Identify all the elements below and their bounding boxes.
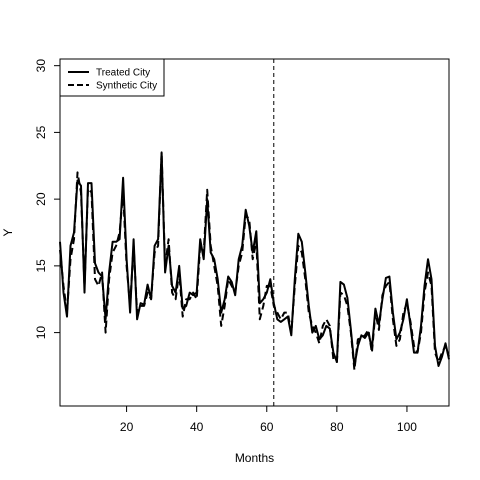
legend-label-treated: Treated City	[96, 68, 150, 79]
x-tick-label: 60	[260, 420, 274, 434]
series-layer	[59, 151, 450, 371]
legend: Treated City Synthetic City	[59, 58, 165, 97]
plot-frame	[59, 58, 450, 407]
y-tick-label: 25	[34, 125, 48, 139]
x-tick-label: 100	[397, 420, 417, 434]
x-tick-label: 20	[120, 420, 134, 434]
y-tick-label: 15	[34, 259, 48, 273]
x-tick-label: 40	[190, 420, 204, 434]
y-axis: 10 15 20 25 30	[34, 59, 60, 340]
x-axis-title: Months	[235, 451, 274, 465]
y-tick-label: 30	[34, 59, 48, 73]
x-axis: 20 40 60 80 100	[120, 406, 417, 434]
legend-box	[59, 58, 165, 97]
x-tick-label: 80	[330, 420, 344, 434]
series-line-synthetic	[59, 151, 450, 371]
y-tick-label: 20	[34, 192, 48, 206]
y-tick-label: 10	[34, 326, 48, 340]
series-line-treated	[59, 151, 450, 367]
legend-label-synthetic: Synthetic City	[96, 81, 157, 92]
y-axis-title: Y	[1, 228, 15, 236]
